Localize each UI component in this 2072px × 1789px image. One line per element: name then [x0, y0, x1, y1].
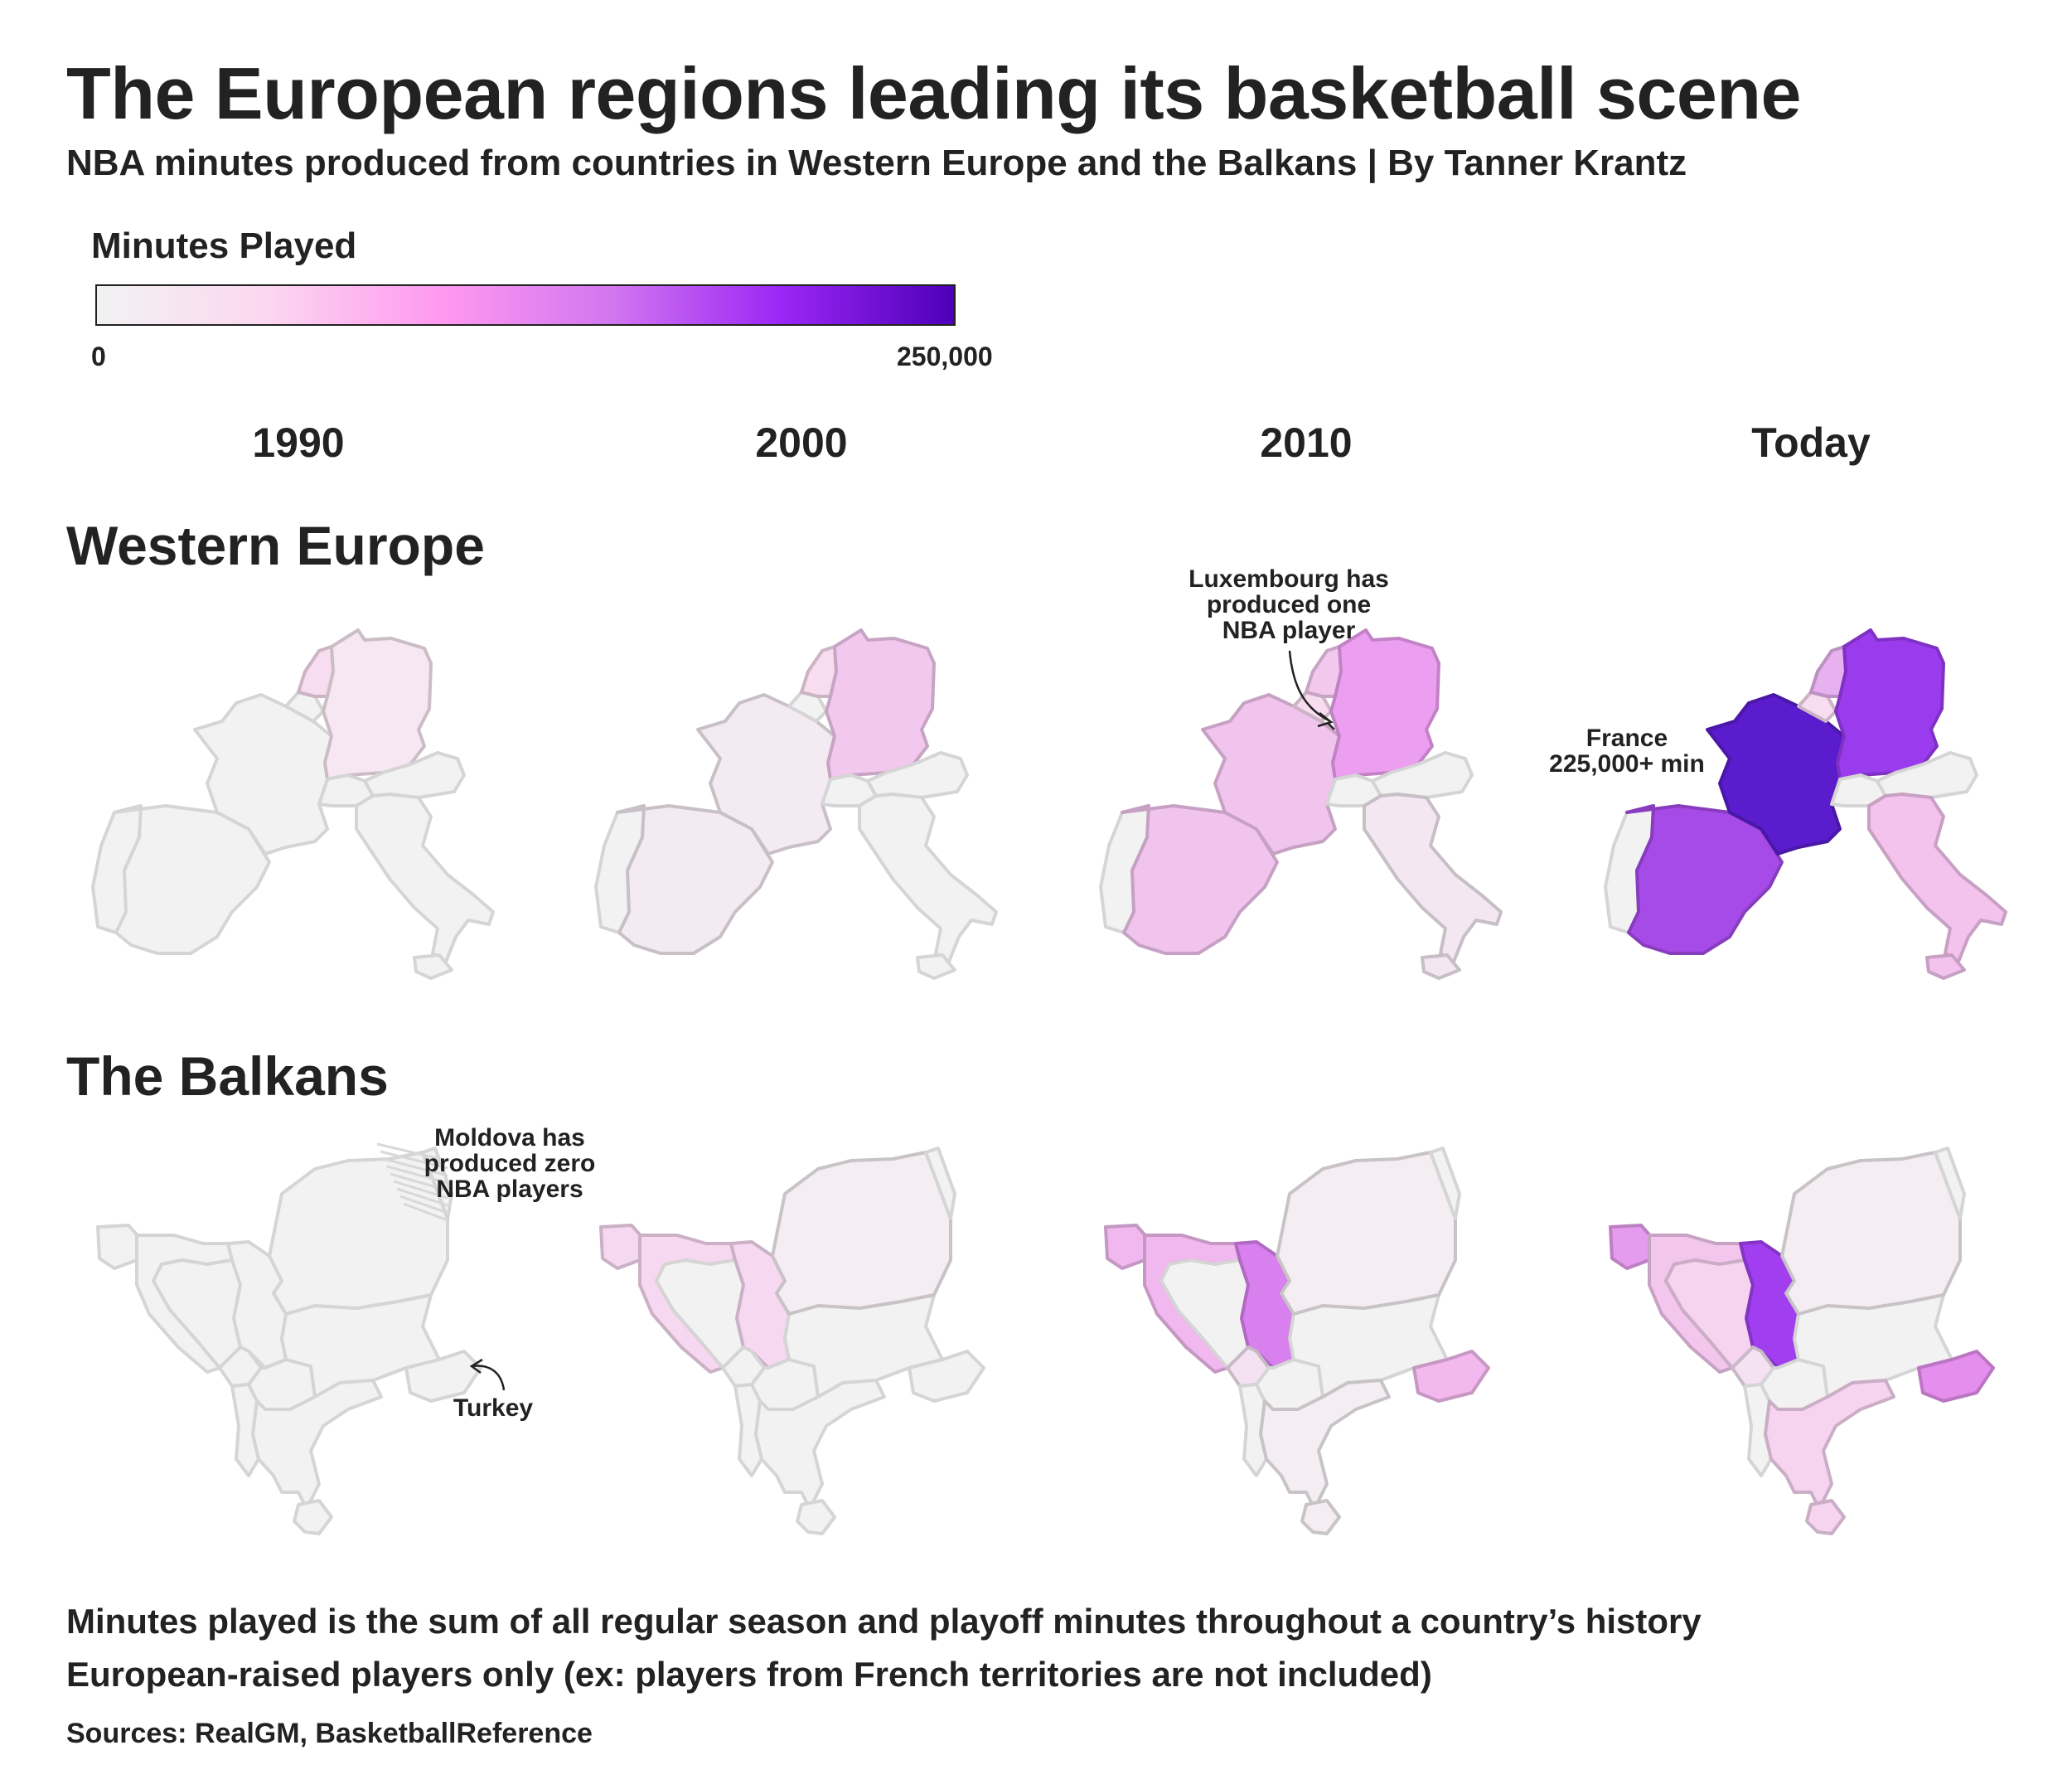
column-heading-2010: 2010	[1260, 419, 1353, 466]
map-western-2010-germany	[1329, 628, 1440, 781]
map-western-today-belgium	[1797, 691, 1837, 723]
map-western-today-sicily	[1925, 953, 1966, 980]
map-balkans-today-romania	[1780, 1151, 1962, 1316]
sources-note: Sources: RealGM, BasketballReference	[66, 1718, 593, 1749]
map-balkans-today-greece	[1764, 1379, 1895, 1510]
map-balkans-today-slovenia	[1609, 1224, 1655, 1270]
annotation-luxembourg-line: NBA player	[1222, 617, 1356, 644]
map-balkans-1990-slovenia	[96, 1224, 143, 1270]
annotation-moldova-line: Moldova has	[434, 1124, 585, 1151]
row-heading-balkans: The Balkans	[66, 1045, 389, 1107]
map-western-today-germany	[1834, 628, 1945, 781]
map-western-2000-belgium	[787, 691, 828, 723]
map-balkans-today-moldova	[1934, 1147, 1966, 1220]
moldova-hatch-line	[399, 1195, 448, 1214]
map-balkans-1990-romania	[268, 1151, 449, 1316]
column-heading-1990: 1990	[252, 419, 345, 466]
map-balkans-2000-turkey	[908, 1350, 985, 1403]
map-western-2000-italy	[858, 793, 998, 963]
map-balkans-today-turkey	[1917, 1350, 1995, 1403]
column-heading-2000: 2000	[755, 419, 848, 466]
moldova-hatch-line	[386, 1165, 448, 1185]
map-balkans-1990-turkey	[404, 1350, 482, 1403]
map-balkans-2010-greece	[1259, 1379, 1391, 1510]
row-heading-western-europe: Western Europe	[66, 515, 485, 576]
map-western-1990-belgium	[284, 691, 325, 723]
map-balkans-1990-greece-peloponnese	[293, 1499, 333, 1535]
map-balkans-today-greece-peloponnese	[1805, 1499, 1846, 1535]
annotation-moldova-line: produced zero	[424, 1150, 596, 1177]
annotation-luxembourg: Luxembourg has produced one NBA player	[1140, 566, 1438, 643]
annotation-france-line: 225,000+ min	[1549, 750, 1705, 778]
luxembourg-arrow-icon	[1288, 650, 1334, 728]
legend-color-bar	[95, 284, 956, 326]
footnote-minutes-definition: Minutes played is the sum of all regular…	[66, 1602, 1702, 1641]
map-balkans-2000-moldova	[924, 1147, 956, 1220]
map-western-1990-germany	[322, 628, 433, 781]
map-western-2010-sicily	[1421, 953, 1461, 980]
luxembourg-marker-icon	[1327, 722, 1335, 730]
map-western-2000-germany	[825, 628, 936, 781]
map-balkans-2010-romania	[1276, 1151, 1457, 1316]
annotation-turkey: Turkey	[453, 1394, 534, 1422]
footnote-players-scope: European-raised players only (ex: player…	[66, 1655, 1432, 1694]
moldova-hatch-line	[390, 1172, 448, 1192]
annotation-moldova: Moldova has produced zero NBA players	[394, 1125, 626, 1202]
moldova-hatch-line	[376, 1142, 448, 1162]
map-balkans-2000-romania	[771, 1151, 952, 1316]
column-heading-today: Today	[1751, 419, 1871, 466]
annotation-moldova-line: NBA players	[436, 1176, 583, 1203]
legend-title: Minutes Played	[91, 225, 357, 266]
map-balkans-2000-greece	[754, 1379, 886, 1510]
chart-title: The European regions leading its basketb…	[66, 52, 1802, 134]
moldova-hatch-line	[383, 1157, 448, 1177]
legend-max-label: 250,000	[897, 342, 993, 371]
moldova-hatch-line	[380, 1150, 448, 1170]
map-western-today-italy	[1867, 793, 2007, 963]
map-balkans-1990-greece	[251, 1379, 383, 1510]
annotation-luxembourg-line: produced one	[1206, 591, 1372, 618]
annotation-luxembourg-line: Luxembourg has	[1188, 565, 1389, 593]
map-balkans-2010-moldova	[1429, 1147, 1461, 1220]
map-western-1990-italy	[355, 793, 495, 963]
map-balkans-2000-greece-peloponnese	[796, 1499, 836, 1535]
map-balkans-2000-slovenia	[599, 1224, 646, 1270]
map-balkans-2010-turkey	[1412, 1350, 1490, 1403]
turkey-arrow-icon	[469, 1358, 506, 1391]
moldova-hatch-line	[393, 1180, 448, 1200]
map-western-2000-sicily	[916, 953, 956, 980]
map-western-1990-sicily	[413, 953, 453, 980]
moldova-hatch-line	[396, 1187, 448, 1207]
annotation-france-line: France	[1585, 725, 1668, 752]
map-balkans-2010-slovenia	[1104, 1224, 1150, 1270]
map-balkans-2010-greece-peloponnese	[1300, 1499, 1341, 1535]
moldova-hatch-line	[403, 1202, 448, 1222]
chart-subtitle: NBA minutes produced from countries in W…	[66, 143, 1687, 183]
annotation-france: France 225,000+ min	[1523, 725, 1731, 777]
map-western-2010-italy	[1363, 793, 1503, 963]
legend-min-label: 0	[91, 342, 106, 371]
